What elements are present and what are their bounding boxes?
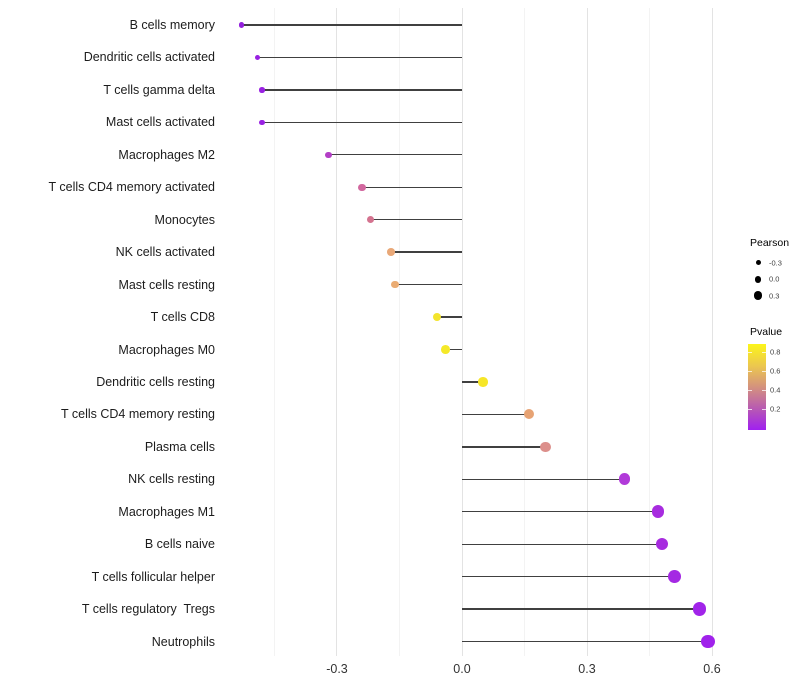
pvalue-colorbar	[748, 344, 766, 430]
data-point	[366, 216, 374, 224]
data-point	[540, 441, 551, 453]
category-label: Mast cells activated	[105, 115, 215, 130]
data-point	[478, 377, 488, 387]
data-point	[259, 119, 265, 126]
stem-line	[328, 154, 462, 156]
stem-line	[257, 56, 462, 59]
stem-line	[462, 446, 546, 448]
stem-line	[462, 413, 529, 416]
data-point	[523, 409, 534, 420]
legend-pearson-title: Pearson	[750, 237, 790, 249]
data-point	[651, 505, 665, 518]
stem-line	[395, 283, 462, 286]
colorbar-tick-label: 0.2	[770, 404, 781, 414]
minor-gridline	[398, 8, 400, 656]
legend-size-label: 0.3	[769, 291, 780, 301]
stem-line	[462, 640, 708, 643]
stem-line	[462, 511, 658, 513]
data-point	[325, 151, 332, 159]
stem-line	[391, 251, 462, 253]
category-label: Macrophages M0	[118, 342, 215, 357]
data-point	[692, 602, 707, 616]
legend-pvalue-title: Pvalue	[750, 326, 783, 338]
category-label: Macrophages M2	[118, 147, 215, 162]
data-point	[391, 280, 400, 289]
stem-line	[261, 121, 462, 124]
category-label: NK cells activated	[115, 245, 215, 260]
colorbar-tick	[748, 408, 752, 410]
colorbar-tick	[762, 408, 766, 410]
major-gridline	[336, 8, 338, 656]
stem-line	[261, 89, 462, 91]
category-label: Macrophages M1	[118, 504, 215, 519]
data-point	[238, 22, 244, 28]
major-gridline	[711, 8, 713, 656]
colorbar-tick-label: 0.4	[770, 385, 781, 395]
category-label: B cells memory	[129, 18, 215, 32]
stem-line	[462, 381, 483, 383]
category-label: T cells CD4 memory resting	[61, 407, 215, 422]
colorbar-tick	[762, 370, 766, 372]
category-label: T cells CD8	[150, 310, 215, 325]
data-point	[440, 345, 450, 354]
legend-size-dot	[755, 260, 761, 266]
colorbar-tick	[748, 370, 752, 372]
x-tick-label: 0.6	[703, 662, 721, 676]
legend-size-dot	[753, 291, 763, 300]
category-label: Monocytes	[154, 212, 215, 227]
data-point	[432, 312, 442, 322]
category-label: T cells follicular helper	[91, 569, 215, 584]
category-label: T cells gamma delta	[103, 82, 215, 97]
stem-line	[462, 543, 662, 545]
legend-size-label: 0.0	[769, 274, 780, 284]
data-point	[668, 570, 681, 584]
colorbar-tick	[748, 389, 752, 391]
colorbar-tick	[762, 351, 766, 353]
stem-line	[361, 186, 462, 188]
category-label: Dendritic cells activated	[83, 50, 215, 65]
major-gridline	[461, 8, 463, 656]
colorbar-tick-label: 0.8	[770, 347, 781, 357]
legend-size-label: -0.3	[769, 258, 782, 268]
category-label: Dendritic cells resting	[96, 374, 215, 389]
stem-line	[462, 575, 675, 578]
category-label: Plasma cells	[144, 439, 215, 454]
minor-gridline	[524, 8, 525, 656]
data-point	[255, 54, 261, 61]
stem-line	[241, 24, 462, 26]
minor-gridline	[649, 8, 650, 656]
stem-line	[370, 219, 462, 221]
category-label: T cells CD4 memory activated	[48, 180, 216, 195]
category-label: Neutrophils	[151, 634, 215, 649]
data-point	[618, 473, 631, 486]
stem-line	[462, 608, 700, 610]
x-tick-label: 0.0	[453, 662, 471, 676]
colorbar-tick-label: 0.6	[770, 366, 781, 376]
x-tick-label: -0.3	[326, 662, 348, 676]
data-point	[701, 634, 715, 649]
colorbar-tick	[748, 351, 752, 353]
data-point	[259, 87, 265, 93]
category-label: T cells regulatory Tregs	[81, 602, 215, 617]
category-label: Mast cells resting	[118, 277, 215, 292]
category-label: NK cells resting	[128, 472, 215, 487]
stem-line	[462, 478, 625, 480]
colorbar-tick	[762, 389, 766, 391]
data-point	[358, 183, 366, 191]
minor-gridline	[273, 8, 275, 656]
stem-line	[445, 348, 462, 351]
legend-size-dot	[754, 275, 762, 283]
stem-line	[436, 316, 462, 318]
x-tick-label: 0.3	[578, 662, 596, 676]
data-point	[655, 537, 669, 551]
category-label: B cells naive	[144, 537, 215, 552]
data-point	[387, 248, 396, 256]
major-gridline	[586, 8, 588, 656]
